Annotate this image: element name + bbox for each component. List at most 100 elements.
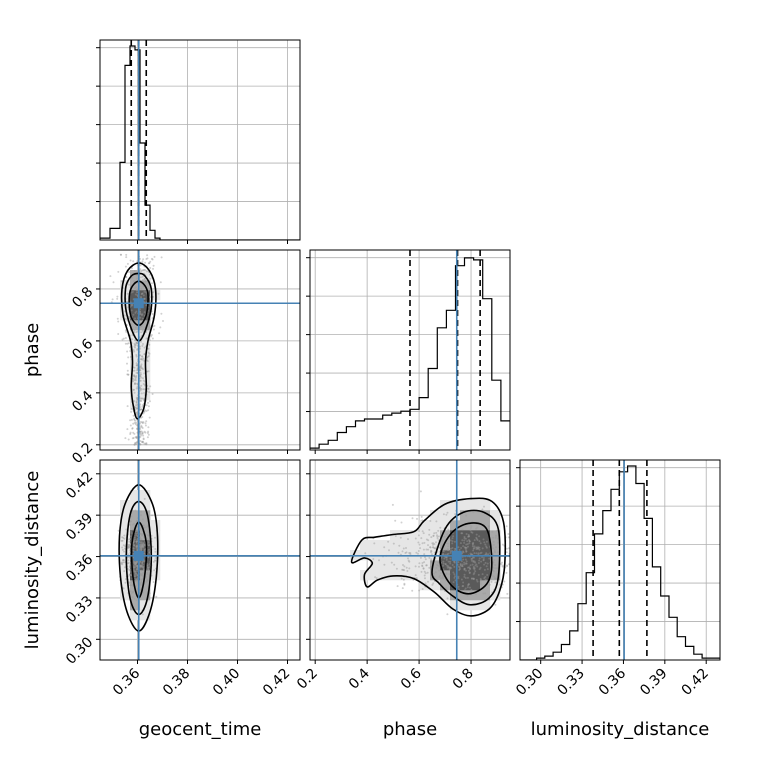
density-cell-phase__luminosity_distance	[380, 540, 391, 551]
sample-point-phase__luminosity_distance	[421, 564, 424, 567]
sample-point-phase__luminosity_distance	[438, 576, 441, 578]
sample-point-geocent_time__phase	[149, 260, 152, 263]
sample-point-geocent_time__phase	[160, 312, 163, 315]
density-cell-geocent_time__phase	[130, 390, 141, 401]
sample-point-geocent_time__phase	[151, 313, 154, 315]
sample-point-geocent_time__phase	[127, 356, 130, 359]
density-cell-geocent_time__phase	[140, 310, 151, 321]
sample-point-phase__luminosity_distance	[430, 558, 433, 561]
sample-point-geocent_time__phase	[140, 367, 143, 370]
sample-point-geocent_time__phase	[116, 295, 119, 298]
sample-point-phase__luminosity_distance	[425, 538, 428, 541]
sample-point-geocent_time__phase	[120, 280, 123, 283]
density-cell-phase__luminosity_distance	[490, 560, 501, 571]
sample-point-geocent_time__luminosity_distance	[142, 543, 145, 546]
sample-point-phase__luminosity_distance	[492, 547, 495, 550]
sample-point-geocent_time__phase	[136, 435, 138, 438]
sample-point-geocent_time__phase	[140, 331, 143, 334]
density-cell-geocent_time__phase	[130, 280, 141, 291]
density-cell-phase__luminosity_distance	[450, 530, 461, 541]
sample-point-phase__luminosity_distance	[402, 578, 405, 581]
density-cell-geocent_time__luminosity_distance	[140, 520, 151, 531]
sample-point-phase__luminosity_distance	[424, 582, 427, 585]
sample-point-geocent_time__phase	[141, 404, 144, 407]
sample-point-geocent_time__phase	[132, 260, 135, 263]
sample-point-phase__luminosity_distance	[473, 545, 476, 548]
sample-point-phase__luminosity_distance	[420, 537, 423, 540]
sample-point-phase__luminosity_distance	[482, 558, 485, 561]
sample-point-geocent_time__phase	[142, 368, 144, 371]
sample-point-geocent_time__luminosity_distance	[140, 534, 143, 537]
sample-point-phase__luminosity_distance	[442, 553, 444, 556]
sample-point-phase__luminosity_distance	[432, 543, 434, 546]
sample-point-phase__luminosity_distance	[470, 531, 473, 534]
sample-point-phase__luminosity_distance	[417, 541, 420, 544]
sample-point-geocent_time__phase	[142, 343, 144, 345]
sample-point-geocent_time__phase	[135, 342, 138, 345]
sample-point-phase__luminosity_distance	[453, 576, 456, 579]
sample-point-geocent_time__phase	[126, 262, 129, 265]
sample-point-geocent_time__luminosity_distance	[135, 519, 138, 522]
sample-point-geocent_time__phase	[134, 436, 137, 438]
sample-point-phase__luminosity_distance	[494, 551, 497, 554]
sample-point-geocent_time__luminosity_distance	[144, 548, 147, 551]
sample-point-phase__luminosity_distance	[477, 573, 480, 576]
sample-point-geocent_time__luminosity_distance	[127, 547, 130, 549]
sample-point-geocent_time__luminosity_distance	[134, 565, 137, 568]
sample-point-phase__luminosity_distance	[464, 547, 467, 550]
sample-point-geocent_time__luminosity_distance	[141, 572, 144, 575]
sample-point-phase__luminosity_distance	[491, 553, 494, 556]
sample-point-phase__luminosity_distance	[446, 566, 449, 569]
sample-point-phase__luminosity_distance	[501, 565, 504, 568]
sample-point-geocent_time__luminosity_distance	[135, 562, 138, 565]
sample-point-phase__luminosity_distance	[464, 548, 467, 551]
sample-point-phase__luminosity_distance	[464, 577, 467, 579]
panel-frame-2-2	[519, 459, 721, 661]
sample-point-geocent_time__phase	[126, 405, 129, 408]
sample-point-geocent_time__phase	[146, 359, 148, 362]
sample-point-phase__luminosity_distance	[488, 557, 491, 560]
sample-point-phase__luminosity_distance	[494, 567, 497, 570]
sample-point-geocent_time__phase	[127, 373, 130, 376]
sample-point-geocent_time__phase	[136, 424, 139, 427]
sample-point-phase__luminosity_distance	[507, 547, 510, 550]
sample-point-phase__luminosity_distance	[468, 572, 471, 574]
sample-point-geocent_time__luminosity_distance	[132, 553, 135, 555]
sample-point-geocent_time__luminosity_distance	[135, 532, 138, 535]
sample-point-phase__luminosity_distance	[421, 565, 424, 568]
sample-point-geocent_time__luminosity_distance	[153, 569, 156, 572]
density-cell-geocent_time__luminosity_distance	[140, 610, 151, 621]
sample-point-phase__luminosity_distance	[411, 517, 414, 520]
sample-point-phase__luminosity_distance	[373, 542, 376, 545]
sample-point-geocent_time__phase	[145, 337, 148, 340]
sample-point-phase__luminosity_distance	[473, 547, 476, 549]
sample-point-geocent_time__phase	[142, 383, 145, 385]
sample-point-geocent_time__phase	[142, 434, 145, 437]
sample-point-geocent_time__luminosity_distance	[134, 563, 137, 566]
sample-point-geocent_time__phase	[143, 430, 146, 433]
sample-point-geocent_time__luminosity_distance	[135, 568, 138, 571]
sample-point-phase__luminosity_distance	[475, 593, 477, 596]
sample-point-phase__luminosity_distance	[475, 546, 478, 549]
sample-point-geocent_time__luminosity_distance	[142, 567, 145, 570]
sample-point-phase__luminosity_distance	[453, 540, 456, 543]
density-cell-phase__luminosity_distance	[450, 590, 461, 601]
sample-point-geocent_time__luminosity_distance	[140, 545, 143, 548]
sample-point-phase__luminosity_distance	[419, 490, 422, 493]
sample-point-geocent_time__luminosity_distance	[135, 578, 138, 581]
sample-point-geocent_time__phase	[129, 259, 132, 262]
sample-point-geocent_time__phase	[142, 357, 145, 360]
sample-point-phase__luminosity_distance	[482, 592, 485, 595]
sample-point-phase__luminosity_distance	[449, 560, 452, 563]
density-cell-phase__luminosity_distance	[480, 570, 491, 581]
panel-frames-layer	[99, 39, 721, 661]
density-cell-phase__luminosity_distance	[470, 510, 481, 521]
sample-point-phase__luminosity_distance	[458, 566, 461, 569]
sample-point-geocent_time__luminosity_distance	[139, 574, 142, 577]
sample-point-geocent_time__phase	[149, 267, 152, 269]
sample-point-geocent_time__phase	[120, 253, 122, 256]
sample-point-geocent_time__luminosity_distance	[143, 497, 146, 500]
sample-point-phase__luminosity_distance	[473, 552, 476, 555]
sample-point-geocent_time__phase	[139, 325, 142, 328]
